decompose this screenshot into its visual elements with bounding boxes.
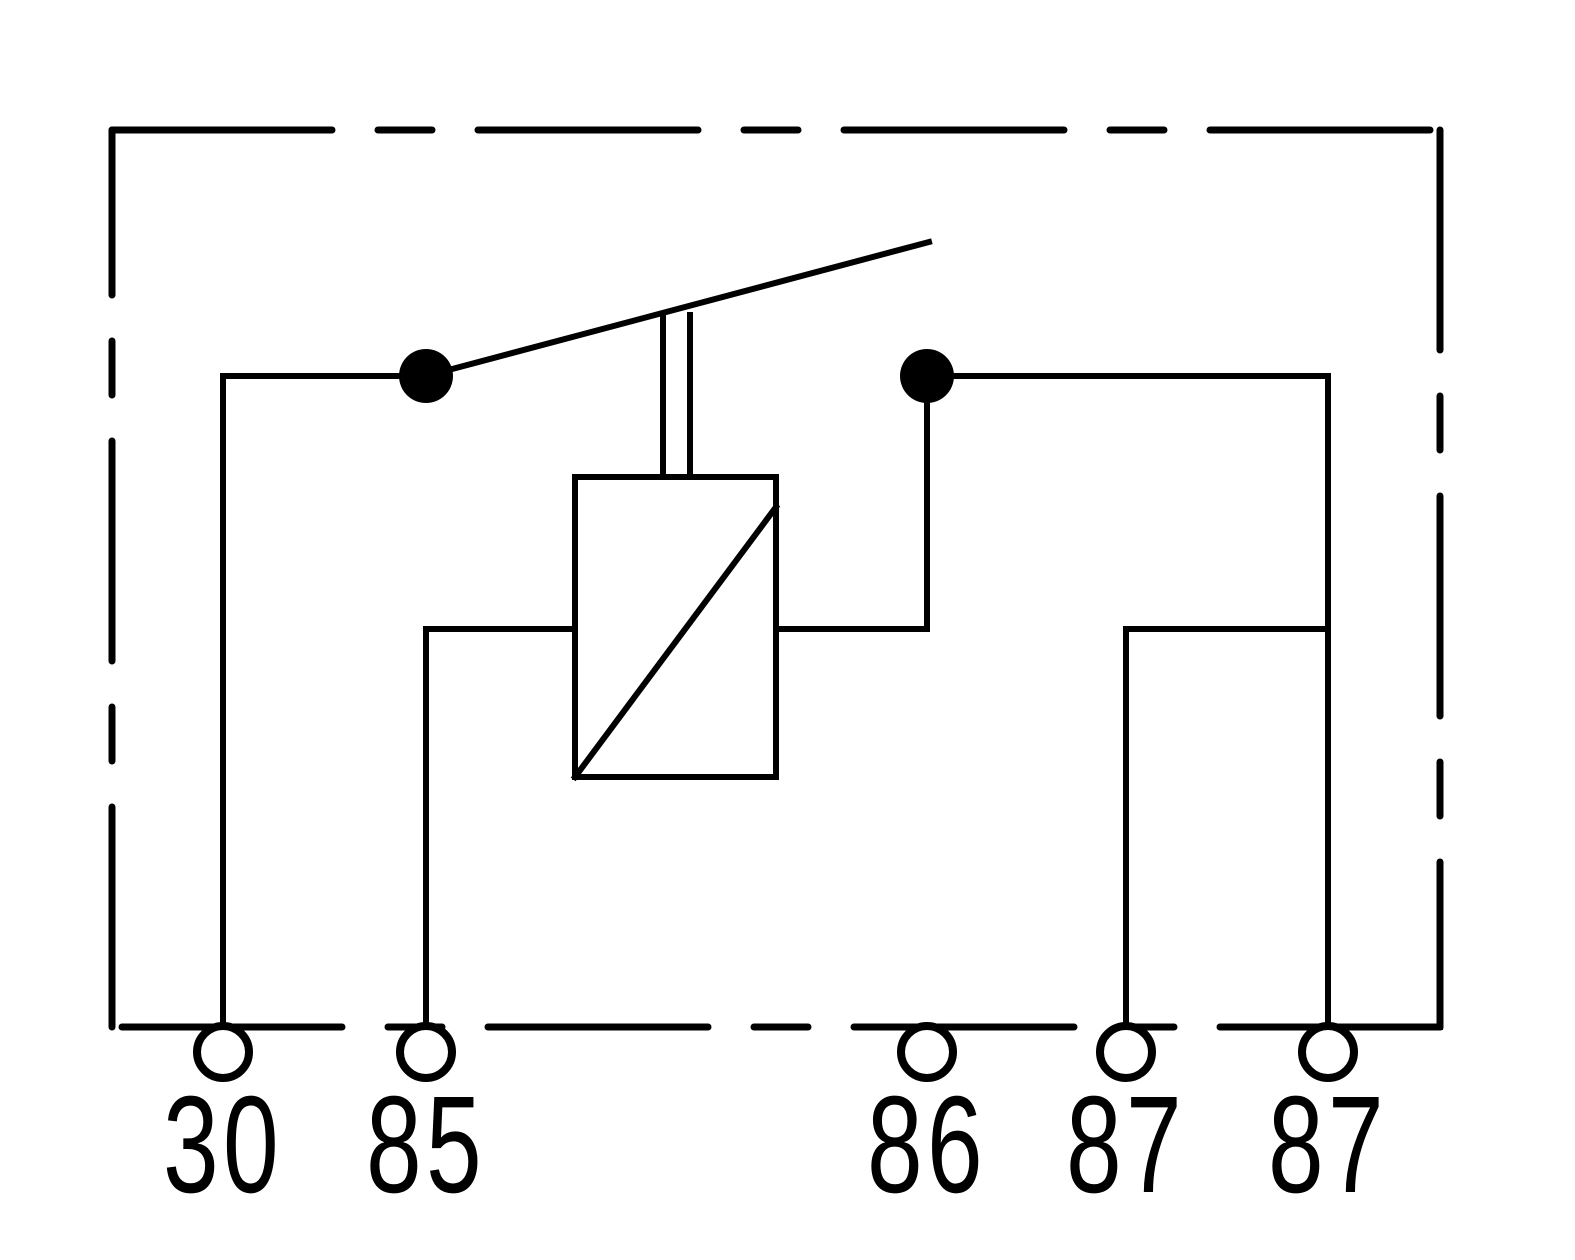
svg-text:87: 87	[1268, 1067, 1388, 1222]
svg-text:85: 85	[366, 1067, 486, 1222]
svg-text:30: 30	[163, 1067, 283, 1222]
svg-text:87: 87	[1066, 1067, 1186, 1222]
svg-text:86: 86	[867, 1067, 987, 1222]
